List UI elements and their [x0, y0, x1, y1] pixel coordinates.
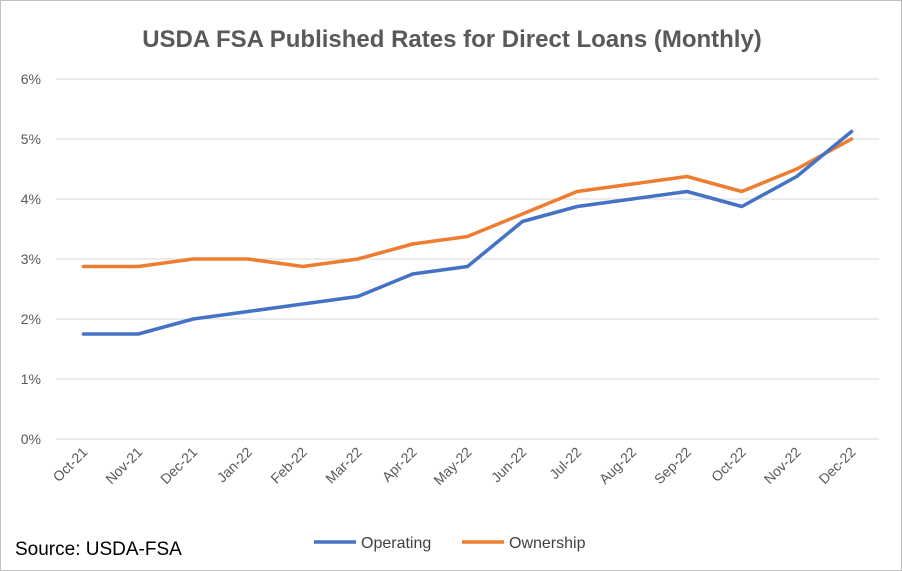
x-tick-label: Apr-22 [379, 444, 420, 485]
x-tick-label: Jan-22 [214, 444, 256, 486]
series-line-ownership [81, 137, 854, 269]
x-tick-label: Feb-22 [267, 444, 310, 487]
y-tick-label: 0% [21, 431, 41, 447]
y-tick-label: 2% [21, 311, 41, 327]
y-tick-label: 5% [21, 131, 41, 147]
x-tick-label: Jun-22 [488, 444, 530, 486]
legend: Operating Ownership [314, 535, 586, 552]
y-tick-label: 3% [21, 251, 41, 267]
x-tick-label: Nov-22 [761, 444, 804, 487]
x-tick-label: Sep-22 [651, 444, 694, 487]
x-tick-label: Jul-22 [546, 444, 584, 482]
x-tick-label: Aug-22 [596, 444, 639, 487]
y-axis-ticks: 0% 1% 2% 3% 4% 5% 6% [21, 71, 41, 447]
x-tick-label: Mar-22 [322, 444, 365, 487]
x-tick-label: May-22 [430, 444, 474, 488]
x-tick-label: Dec-22 [815, 444, 858, 487]
x-tick-label: Dec-21 [157, 444, 200, 487]
x-tick-label: Oct-22 [708, 444, 749, 485]
series-line-operating [81, 129, 854, 336]
chart-title: USDA FSA Published Rates for Direct Loan… [142, 26, 762, 53]
legend-label-operating: Operating [361, 535, 431, 552]
y-tick-label: 6% [21, 71, 41, 87]
source-note: Source: USDA-FSA [15, 539, 182, 560]
legend-label-ownership: Ownership [509, 535, 586, 552]
x-tick-label: Oct-21 [50, 444, 91, 485]
x-axis-ticks: Oct-21 Nov-21 Dec-21 Jan-22 Feb-22 Mar-22 Apr-… [50, 444, 859, 488]
gridlines [56, 78, 879, 440]
series-lines [81, 129, 854, 336]
y-tick-label: 4% [21, 191, 41, 207]
x-tick-label: Nov-21 [102, 444, 145, 487]
y-tick-label: 1% [21, 371, 41, 387]
